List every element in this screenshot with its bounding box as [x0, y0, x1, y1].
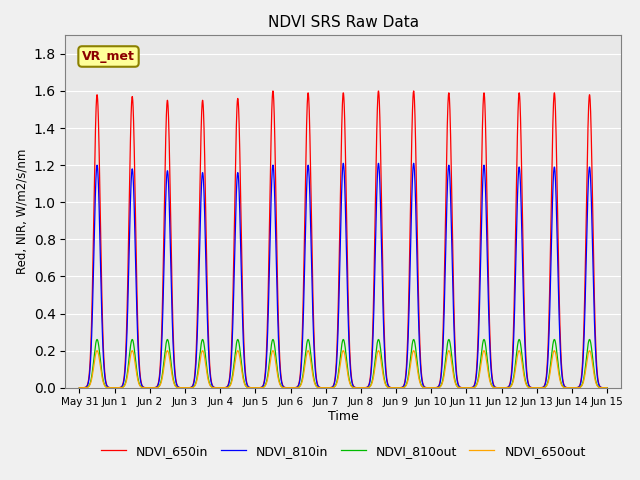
NDVI_810out	[76, 385, 83, 391]
Text: VR_met: VR_met	[82, 50, 135, 63]
NDVI_650in	[604, 385, 611, 391]
Title: NDVI SRS Raw Data: NDVI SRS Raw Data	[268, 15, 419, 30]
NDVI_650out	[523, 383, 531, 388]
NDVI_650out	[458, 385, 465, 391]
NDVI_650out	[491, 385, 499, 391]
Legend: NDVI_650in, NDVI_810in, NDVI_810out, NDVI_650out: NDVI_650in, NDVI_810in, NDVI_810out, NDV…	[96, 440, 591, 463]
NDVI_810in	[411, 175, 419, 180]
NDVI_810in	[410, 160, 417, 166]
NDVI_810out	[598, 385, 605, 391]
NDVI_810in	[458, 385, 465, 391]
NDVI_650in	[184, 385, 191, 391]
NDVI_810out	[458, 385, 465, 391]
NDVI_810out	[411, 340, 419, 346]
NDVI_810out	[269, 336, 276, 342]
X-axis label: Time: Time	[328, 410, 358, 423]
NDVI_810out	[523, 382, 531, 387]
NDVI_810in	[184, 385, 191, 391]
NDVI_650out	[598, 385, 605, 391]
NDVI_810in	[598, 384, 605, 390]
Line: NDVI_810out: NDVI_810out	[79, 339, 607, 388]
NDVI_810out	[491, 384, 499, 390]
NDVI_650out	[411, 350, 419, 356]
NDVI_650in	[598, 384, 605, 390]
NDVI_810in	[76, 385, 83, 391]
NDVI_810in	[604, 385, 611, 391]
Line: NDVI_650out: NDVI_650out	[79, 350, 607, 388]
NDVI_650in	[411, 107, 419, 113]
NDVI_650out	[76, 385, 83, 391]
NDVI_650out	[269, 348, 276, 353]
NDVI_810in	[491, 384, 499, 390]
NDVI_650in	[76, 385, 83, 391]
NDVI_650out	[184, 385, 191, 391]
NDVI_810out	[604, 385, 611, 391]
NDVI_650in	[458, 384, 465, 390]
NDVI_650in	[269, 88, 276, 94]
Y-axis label: Red, NIR, W/m2/s/nm: Red, NIR, W/m2/s/nm	[15, 149, 28, 274]
NDVI_810out	[184, 385, 191, 391]
Line: NDVI_810in: NDVI_810in	[79, 163, 607, 388]
NDVI_650in	[523, 366, 531, 372]
NDVI_650in	[491, 384, 499, 390]
NDVI_810in	[523, 371, 531, 377]
Line: NDVI_650in: NDVI_650in	[79, 91, 607, 388]
NDVI_650out	[604, 385, 611, 391]
